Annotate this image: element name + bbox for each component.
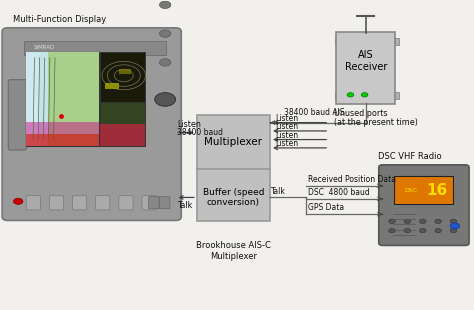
Text: Listen: Listen — [275, 131, 298, 140]
Text: DSC: DSC — [404, 188, 418, 193]
Text: Multiplexer: Multiplexer — [204, 137, 263, 147]
FancyBboxPatch shape — [142, 196, 156, 210]
Bar — [26, 52, 99, 146]
Bar — [393, 92, 399, 100]
Circle shape — [450, 228, 457, 233]
Text: Unused ports: Unused ports — [334, 109, 387, 118]
Text: 16: 16 — [426, 183, 447, 197]
Text: SIMRAD: SIMRAD — [34, 45, 55, 51]
FancyBboxPatch shape — [159, 197, 170, 209]
Bar — [100, 102, 146, 146]
Bar — [105, 83, 119, 89]
FancyBboxPatch shape — [336, 32, 395, 104]
Bar — [40, 52, 99, 146]
Text: GPS Data: GPS Data — [308, 203, 344, 212]
Text: Listen: Listen — [275, 114, 298, 123]
Text: DSC VHF Radio: DSC VHF Radio — [378, 152, 441, 161]
Circle shape — [389, 219, 395, 224]
FancyBboxPatch shape — [73, 196, 87, 210]
Text: Brookhouse AIS-C
Multiplexer: Brookhouse AIS-C Multiplexer — [196, 241, 271, 261]
Text: 38400 baud: 38400 baud — [177, 128, 223, 137]
FancyBboxPatch shape — [149, 197, 159, 209]
FancyBboxPatch shape — [96, 196, 110, 210]
Text: Buffer (speed
conversion): Buffer (speed conversion) — [203, 188, 264, 207]
Bar — [197, 115, 270, 221]
Text: Listen: Listen — [275, 122, 298, 131]
Circle shape — [389, 228, 395, 233]
Bar — [394, 176, 454, 204]
Bar — [100, 52, 146, 101]
Bar — [335, 92, 340, 100]
Circle shape — [361, 93, 368, 97]
Circle shape — [435, 228, 441, 233]
Bar — [393, 38, 399, 46]
Text: Talk: Talk — [271, 187, 286, 196]
Circle shape — [159, 30, 171, 37]
Circle shape — [450, 223, 460, 229]
Bar — [37, 52, 48, 146]
Text: Talk: Talk — [177, 201, 193, 210]
Text: DSC  4800 baud: DSC 4800 baud — [308, 188, 370, 197]
Circle shape — [159, 59, 171, 66]
FancyBboxPatch shape — [119, 196, 133, 210]
FancyBboxPatch shape — [2, 28, 181, 220]
Text: 38400 baud AIS: 38400 baud AIS — [284, 108, 345, 117]
Circle shape — [159, 1, 171, 8]
Circle shape — [404, 228, 410, 233]
Circle shape — [419, 219, 426, 224]
FancyBboxPatch shape — [26, 196, 40, 210]
Bar — [100, 124, 146, 146]
Bar — [335, 38, 340, 46]
Text: Listen: Listen — [275, 140, 298, 148]
Circle shape — [419, 228, 426, 233]
FancyBboxPatch shape — [379, 165, 469, 246]
FancyBboxPatch shape — [8, 80, 26, 150]
Bar — [26, 122, 99, 146]
Circle shape — [347, 93, 354, 97]
Text: Listen: Listen — [177, 120, 201, 129]
Bar — [26, 52, 59, 146]
Circle shape — [435, 219, 441, 224]
Circle shape — [404, 219, 410, 224]
Circle shape — [13, 198, 23, 204]
Circle shape — [450, 219, 457, 224]
Circle shape — [155, 93, 175, 106]
Bar — [26, 135, 99, 146]
Bar — [119, 69, 131, 74]
Text: Received Position Data: Received Position Data — [308, 175, 396, 184]
Text: Multi-Function Display: Multi-Function Display — [12, 15, 106, 24]
Bar — [24, 41, 166, 55]
Text: (at the present time): (at the present time) — [334, 118, 418, 127]
Text: AIS
Receiver: AIS Receiver — [345, 50, 387, 72]
FancyBboxPatch shape — [49, 196, 64, 210]
